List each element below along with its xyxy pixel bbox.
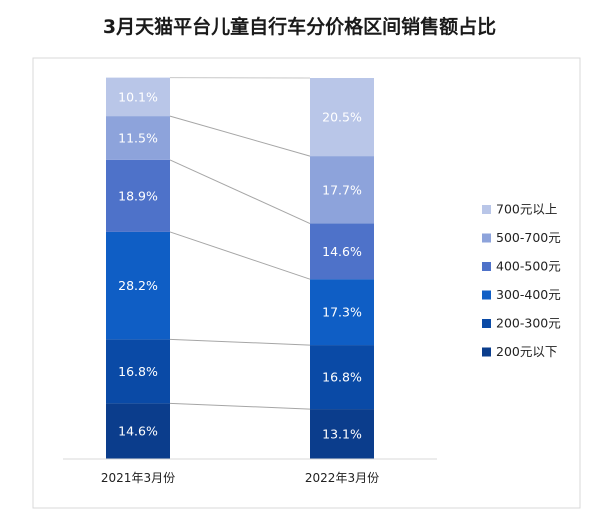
data-label: 13.1%: [322, 427, 362, 442]
legend-swatch: [482, 347, 491, 357]
data-label: 14.6%: [118, 424, 158, 439]
legend-swatch: [482, 233, 491, 243]
legend-swatch: [482, 319, 491, 328]
connector-line: [169, 402, 311, 410]
legend-label: 200元以下: [496, 344, 557, 359]
bar-segment: [310, 78, 374, 157]
category-label: 2021年3月份: [101, 471, 175, 485]
connector-line: [169, 115, 311, 157]
connector-lines: [169, 77, 311, 410]
bar-segment: [106, 339, 170, 404]
legend-swatch: [482, 290, 491, 300]
legend-label: 700元以上: [496, 202, 557, 217]
data-labels: 14.6% 16.8% 28.2% 18.9% 11.5% 10.1% 13.1% 16.8%…: [118, 89, 362, 441]
bar-segment: [106, 403, 170, 459]
chart-title: 3月天猫平台儿童自行车分价格区间销售额占比: [102, 16, 497, 38]
bar-segment: [310, 409, 374, 459]
data-label: 11.5%: [118, 131, 158, 146]
plot-frame: [32, 57, 581, 509]
bar-segment: [106, 231, 170, 340]
data-label: 17.3%: [322, 305, 362, 320]
connector-line: [169, 231, 311, 280]
data-label: 18.9%: [118, 188, 158, 203]
category-labels: 2021年3月份 2022年3月份: [101, 471, 379, 485]
bar-segment: [310, 223, 374, 280]
bar-segment: [106, 159, 170, 232]
bar-segment: [310, 156, 374, 224]
legend: 700元以上 500-700元 400-500元 300-400元 200-300元 20…: [482, 202, 561, 359]
legend-swatch: [482, 205, 491, 214]
bar-segment: [310, 279, 374, 346]
data-label: 28.2%: [118, 278, 158, 293]
data-label: 10.1%: [118, 89, 158, 104]
data-label: 20.5%: [322, 110, 362, 125]
data-label: 17.7%: [322, 182, 362, 197]
connector-line: [169, 159, 311, 224]
legend-label: 200-300元: [496, 316, 561, 331]
bar-segment: [106, 116, 170, 160]
bars: [106, 77, 374, 459]
connector-line: [169, 338, 311, 346]
bar-segment: [310, 345, 374, 410]
legend-label: 500-700元: [496, 230, 561, 245]
data-label: 16.8%: [322, 370, 362, 385]
data-label: 14.6%: [322, 244, 362, 259]
category-label: 2022年3月份: [305, 471, 379, 485]
legend-swatch: [482, 262, 491, 271]
legend-label: 300-400元: [496, 287, 561, 302]
data-label: 16.8%: [118, 364, 158, 379]
bar-segment: [106, 77, 170, 117]
legend-label: 400-500元: [496, 259, 561, 274]
